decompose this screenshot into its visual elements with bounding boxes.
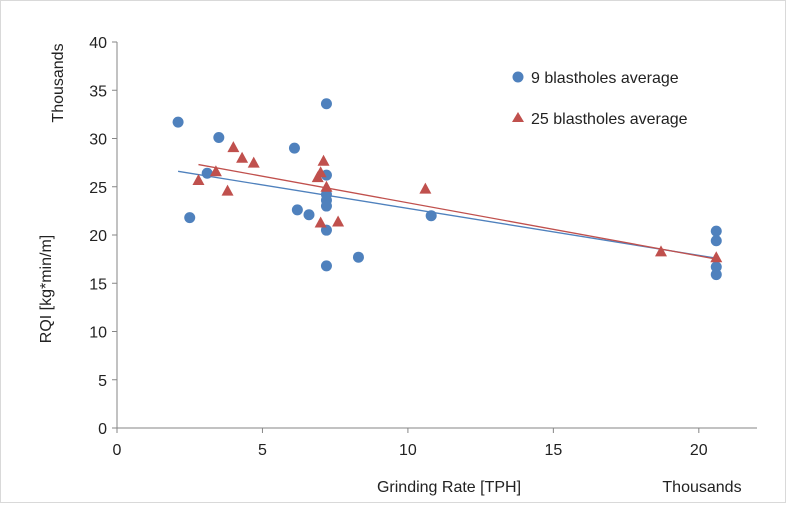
y-tick-label: 40	[89, 35, 107, 52]
legend-label-9-blastholes: 9 blastholes average	[531, 70, 679, 87]
data-point-circle	[320, 200, 332, 212]
legend-marker-9-blastholes	[512, 71, 524, 83]
data-point-triangle	[209, 165, 222, 177]
data-point-circle	[710, 269, 722, 281]
data-point-circle	[201, 167, 213, 179]
trendline-series-1	[177, 170, 717, 259]
data-point-circle	[303, 209, 315, 221]
data-point-triangle	[227, 141, 240, 153]
data-point-triangle	[192, 173, 205, 185]
y-axis-title: RQI [kg*min/m]	[38, 235, 55, 343]
plot-area: 0 5 10 15 20 25 30 35 40 0 5 10 15 20	[89, 35, 757, 459]
data-point-circle	[320, 98, 332, 110]
data-point-triangle	[317, 154, 330, 166]
x-tick-label: 15	[544, 442, 562, 459]
data-point-circle	[184, 212, 196, 224]
y-tick-label: 25	[89, 180, 107, 197]
data-point-triangle	[314, 166, 327, 178]
data-point-triangle	[320, 180, 333, 192]
y-tick-label: 10	[89, 325, 107, 342]
y-tick-label: 30	[89, 132, 107, 149]
data-points	[172, 98, 723, 281]
data-point-triangle	[710, 251, 723, 263]
y-tick-label: 0	[98, 421, 107, 438]
x-tick-label: 0	[113, 442, 122, 459]
x-axis-title: Grinding Rate [TPH]	[377, 479, 521, 496]
data-point-triangle	[221, 184, 234, 196]
y-tick-label: 15	[89, 276, 107, 293]
y-tick-label: 35	[89, 83, 107, 100]
data-point-triangle	[332, 215, 345, 227]
data-point-circle	[710, 235, 722, 247]
data-point-triangle	[314, 216, 327, 228]
legend-marker-25-blastholes	[512, 112, 524, 122]
data-point-triangle	[247, 156, 260, 168]
data-point-circle	[213, 132, 225, 144]
x-axis-multiplier-label: Thousands	[662, 479, 741, 496]
x-tick-label: 10	[399, 442, 417, 459]
trendline-series-2	[198, 163, 717, 260]
data-point-circle	[320, 260, 332, 272]
data-point-circle	[172, 116, 184, 128]
data-point-circle	[291, 204, 303, 216]
y-tick-label: 5	[98, 373, 107, 390]
data-point-triangle	[236, 151, 249, 163]
data-point-circle	[352, 251, 364, 263]
data-point-circle	[425, 210, 437, 222]
x-tick-label: 20	[690, 442, 708, 459]
data-point-triangle	[419, 182, 432, 194]
y-axis-multiplier-label: Thousands	[50, 43, 67, 122]
axis-ticks: 0 5 10 15 20 25 30 35 40 0 5 10 15 20	[89, 35, 708, 459]
x-tick-label: 5	[258, 442, 267, 459]
data-point-circle	[710, 225, 722, 237]
data-point-circle	[710, 261, 722, 273]
data-point-circle	[288, 142, 300, 154]
trendlines	[177, 163, 717, 260]
legend-label-25-blastholes: 25 blastholes average	[531, 111, 688, 128]
legend: 9 blastholes average 25 blastholes avera…	[512, 70, 688, 128]
y-tick-label: 20	[89, 228, 107, 245]
data-point-triangle	[655, 245, 667, 257]
